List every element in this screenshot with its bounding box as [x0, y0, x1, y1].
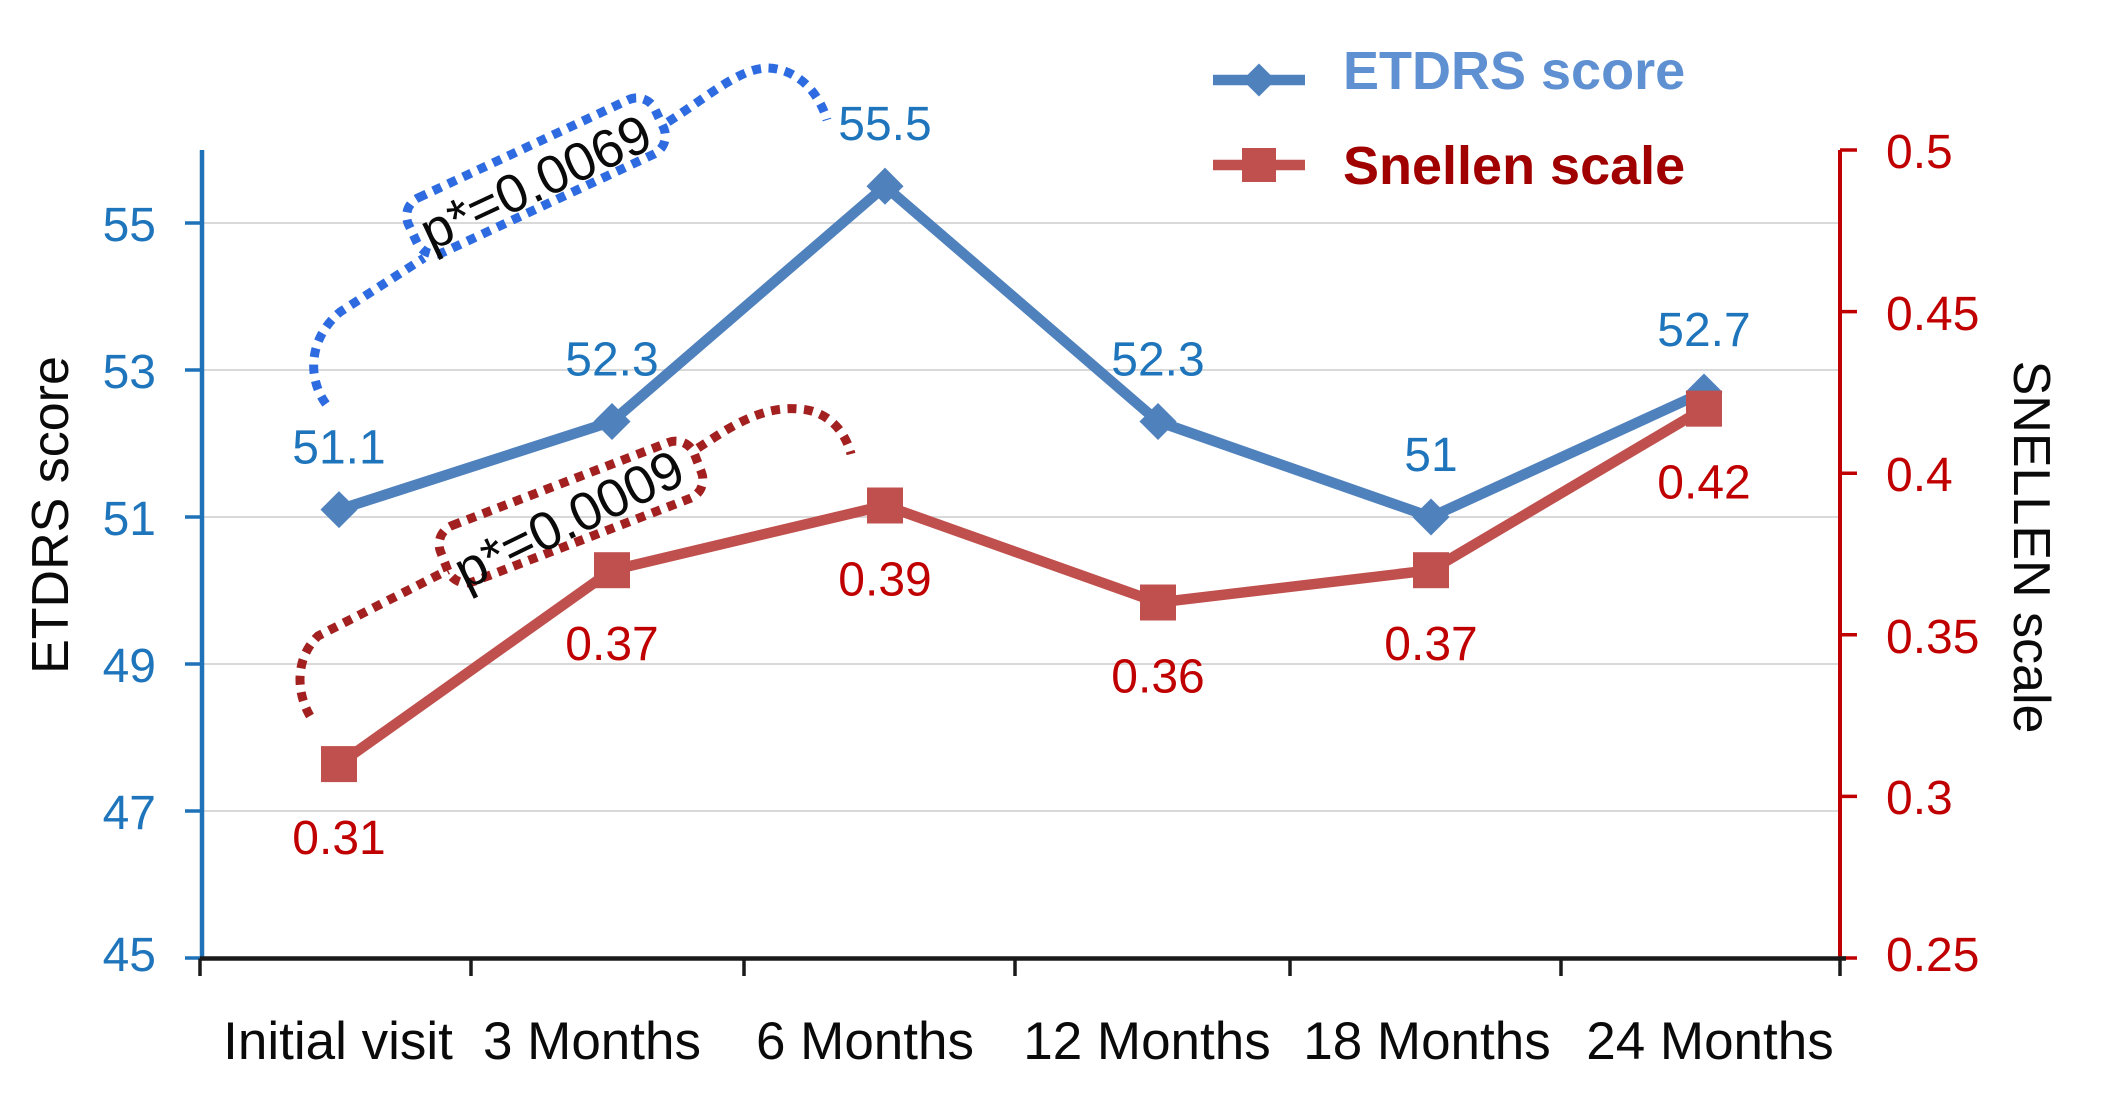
- svg-text:53: 53: [103, 346, 156, 399]
- svg-text:0.45: 0.45: [1886, 288, 1979, 341]
- svg-text:51: 51: [103, 493, 156, 546]
- svg-text:0.37: 0.37: [565, 618, 658, 671]
- svg-text:51.1: 51.1: [292, 422, 385, 475]
- svg-text:SNELLEN scale: SNELLEN scale: [2002, 361, 2060, 734]
- svg-text:51: 51: [1404, 429, 1457, 482]
- svg-text:0.39: 0.39: [838, 554, 931, 607]
- svg-text:55.5: 55.5: [838, 98, 931, 151]
- svg-text:ETDRS score: ETDRS score: [22, 356, 80, 674]
- svg-text:0.42: 0.42: [1657, 457, 1750, 510]
- svg-text:52.7: 52.7: [1657, 304, 1750, 357]
- svg-text:Initial visit: Initial visit: [223, 1012, 453, 1071]
- svg-text:0.25: 0.25: [1886, 929, 1979, 982]
- svg-text:52.3: 52.3: [565, 334, 658, 387]
- svg-text:47: 47: [103, 787, 156, 840]
- svg-text:0.5: 0.5: [1886, 126, 1953, 179]
- svg-text:0.36: 0.36: [1111, 651, 1204, 704]
- svg-text:24 Months: 24 Months: [1586, 1012, 1833, 1071]
- svg-text:3 Months: 3 Months: [483, 1012, 701, 1071]
- svg-text:12 Months: 12 Months: [1023, 1012, 1270, 1071]
- svg-text:45: 45: [103, 929, 156, 982]
- svg-text:ETDRS score: ETDRS score: [1343, 41, 1685, 101]
- svg-text:Snellen scale: Snellen scale: [1343, 136, 1685, 196]
- svg-text:0.37: 0.37: [1384, 618, 1477, 671]
- svg-text:52.3: 52.3: [1111, 334, 1204, 387]
- svg-text:0.3: 0.3: [1886, 772, 1953, 825]
- svg-text:0.4: 0.4: [1886, 449, 1953, 502]
- svg-text:18 Months: 18 Months: [1303, 1012, 1550, 1071]
- svg-text:0.35: 0.35: [1886, 611, 1979, 664]
- svg-text:6 Months: 6 Months: [756, 1012, 974, 1071]
- svg-text:0.31: 0.31: [292, 812, 385, 865]
- svg-text:49: 49: [103, 640, 156, 693]
- svg-text:55: 55: [103, 199, 156, 252]
